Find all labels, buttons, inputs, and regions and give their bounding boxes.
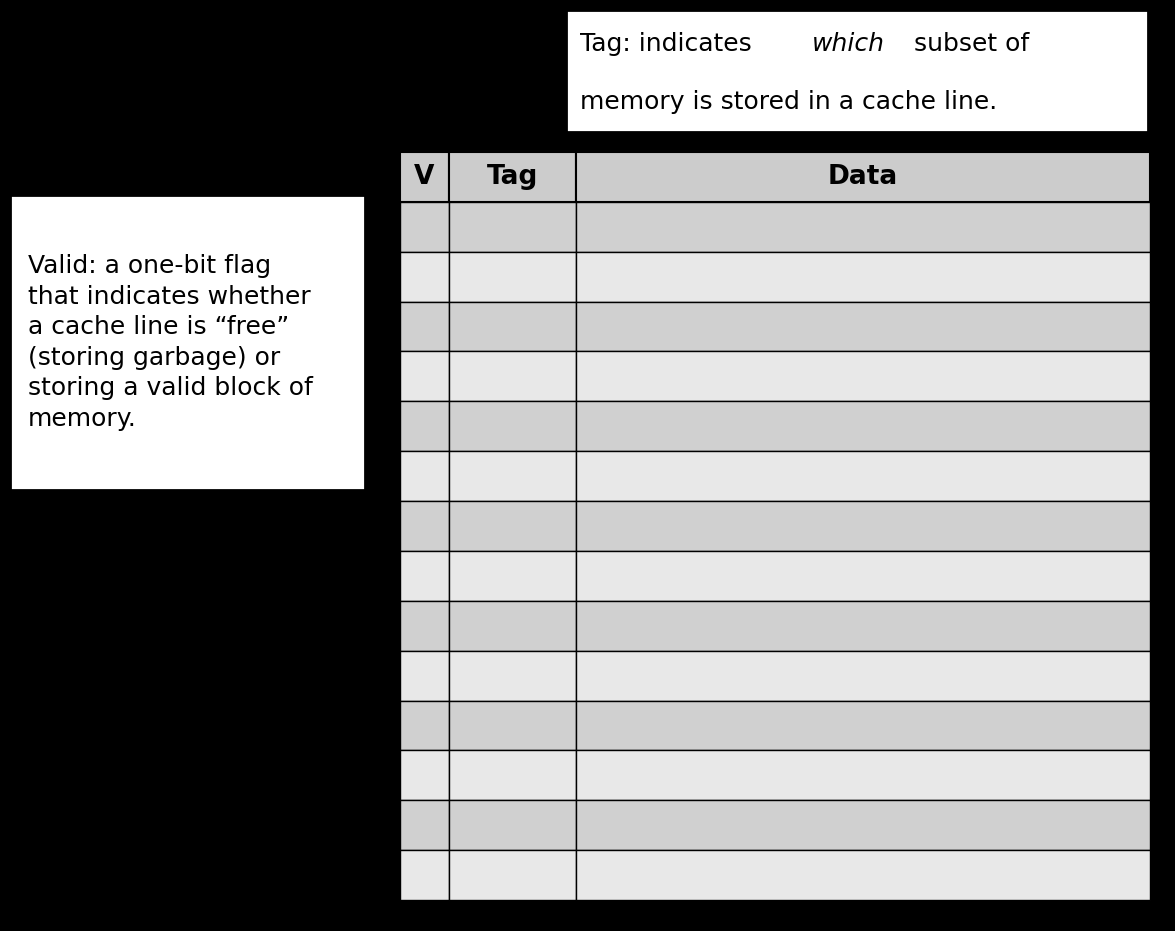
Bar bbox=[449, 551, 576, 600]
Text: V: V bbox=[414, 164, 435, 190]
Text: Data: Data bbox=[828, 164, 898, 190]
Text: which: which bbox=[812, 33, 885, 56]
Text: subset of: subset of bbox=[906, 33, 1029, 56]
Bar bbox=[576, 750, 1150, 801]
Bar bbox=[400, 352, 449, 401]
Bar bbox=[576, 452, 1150, 501]
Bar bbox=[576, 700, 1150, 750]
Bar bbox=[576, 251, 1150, 302]
Bar bbox=[400, 700, 449, 750]
Bar bbox=[576, 352, 1150, 401]
Bar bbox=[449, 600, 576, 651]
Bar bbox=[400, 251, 449, 302]
Bar bbox=[400, 401, 449, 452]
Bar bbox=[576, 501, 1150, 551]
Text: Valid: a one-bit flag
that indicates whether
a cache line is “free”
(storing gar: Valid: a one-bit flag that indicates whe… bbox=[28, 254, 313, 431]
Bar bbox=[449, 801, 576, 850]
Bar bbox=[576, 551, 1150, 600]
Bar bbox=[576, 651, 1150, 700]
Bar bbox=[400, 202, 449, 251]
Bar bbox=[576, 850, 1150, 900]
Bar bbox=[449, 152, 576, 202]
Text: memory is stored in a cache line.: memory is stored in a cache line. bbox=[580, 89, 998, 114]
Text: Tag: Tag bbox=[486, 164, 538, 190]
Bar bbox=[576, 152, 1150, 202]
Bar bbox=[576, 302, 1150, 352]
Text: Tag: indicates: Tag: indicates bbox=[580, 33, 760, 56]
Bar bbox=[449, 452, 576, 501]
Bar bbox=[400, 850, 449, 900]
Bar bbox=[449, 700, 576, 750]
Bar bbox=[576, 600, 1150, 651]
Bar bbox=[449, 401, 576, 452]
Bar bbox=[449, 202, 576, 251]
Bar bbox=[576, 202, 1150, 251]
Bar bbox=[400, 302, 449, 352]
Bar bbox=[449, 850, 576, 900]
Bar bbox=[400, 551, 449, 600]
Bar bbox=[449, 750, 576, 801]
Bar bbox=[400, 452, 449, 501]
Bar bbox=[576, 801, 1150, 850]
Bar bbox=[449, 352, 576, 401]
Bar bbox=[400, 750, 449, 801]
Bar bbox=[400, 801, 449, 850]
Bar bbox=[400, 600, 449, 651]
Bar bbox=[449, 251, 576, 302]
Bar bbox=[400, 501, 449, 551]
Bar bbox=[449, 501, 576, 551]
Bar bbox=[400, 651, 449, 700]
Bar bbox=[449, 651, 576, 700]
Bar bbox=[576, 401, 1150, 452]
Bar bbox=[566, 10, 1148, 132]
Bar bbox=[449, 302, 576, 352]
Bar bbox=[400, 152, 449, 202]
Bar bbox=[11, 195, 365, 490]
